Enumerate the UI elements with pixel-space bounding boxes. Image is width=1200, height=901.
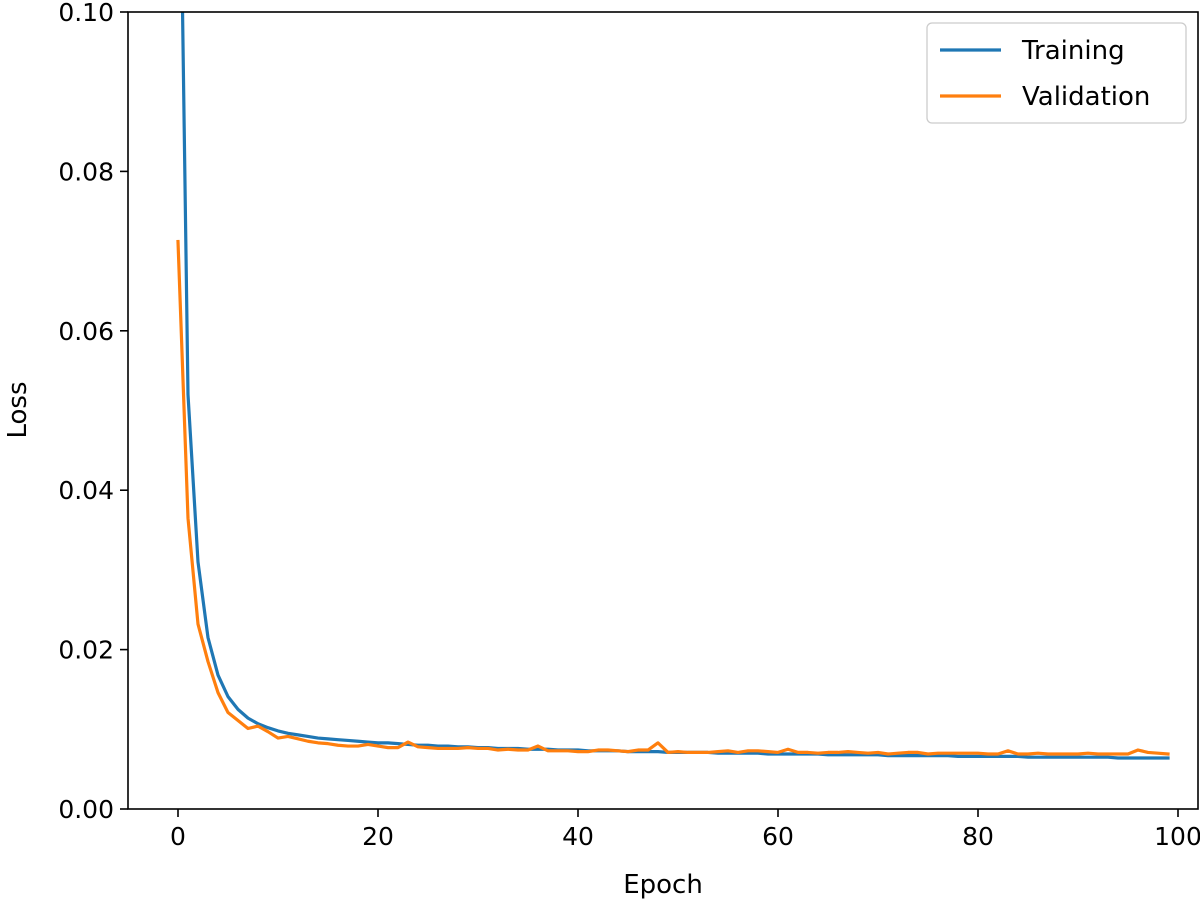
y-tick-label: 0.08 (58, 157, 114, 186)
y-tick-label: 0.04 (58, 476, 114, 505)
x-tick-label: 100 (1154, 822, 1200, 851)
legend-frame (926, 22, 1187, 124)
y-tick-label: 0.06 (58, 317, 114, 346)
y-tick-label: 0.10 (58, 0, 114, 27)
y-axis-title: Loss (3, 381, 33, 438)
x-tick-label: 0 (170, 822, 186, 851)
series-layer (176, 12, 1170, 760)
x-tick-label: 60 (762, 822, 794, 851)
plot-frame (127, 11, 1199, 810)
legend: Training Validation (926, 22, 1187, 124)
x-axis: 0 20 40 60 80 100 (170, 809, 1200, 851)
x-axis-title: Epoch (623, 870, 703, 900)
series-line-validation (176, 239, 1170, 756)
legend-label-training: Training (1021, 36, 1125, 66)
x-tick-label: 80 (962, 822, 994, 851)
legend-label-validation: Validation (1022, 82, 1150, 112)
y-axis: 0.00 0.02 0.04 0.06 0.08 0.10 (58, 0, 128, 824)
x-tick-label: 20 (362, 822, 394, 851)
x-tick-label: 40 (562, 822, 594, 851)
y-tick-label: 0.00 (58, 795, 114, 824)
y-tick-label: 0.02 (58, 636, 114, 665)
